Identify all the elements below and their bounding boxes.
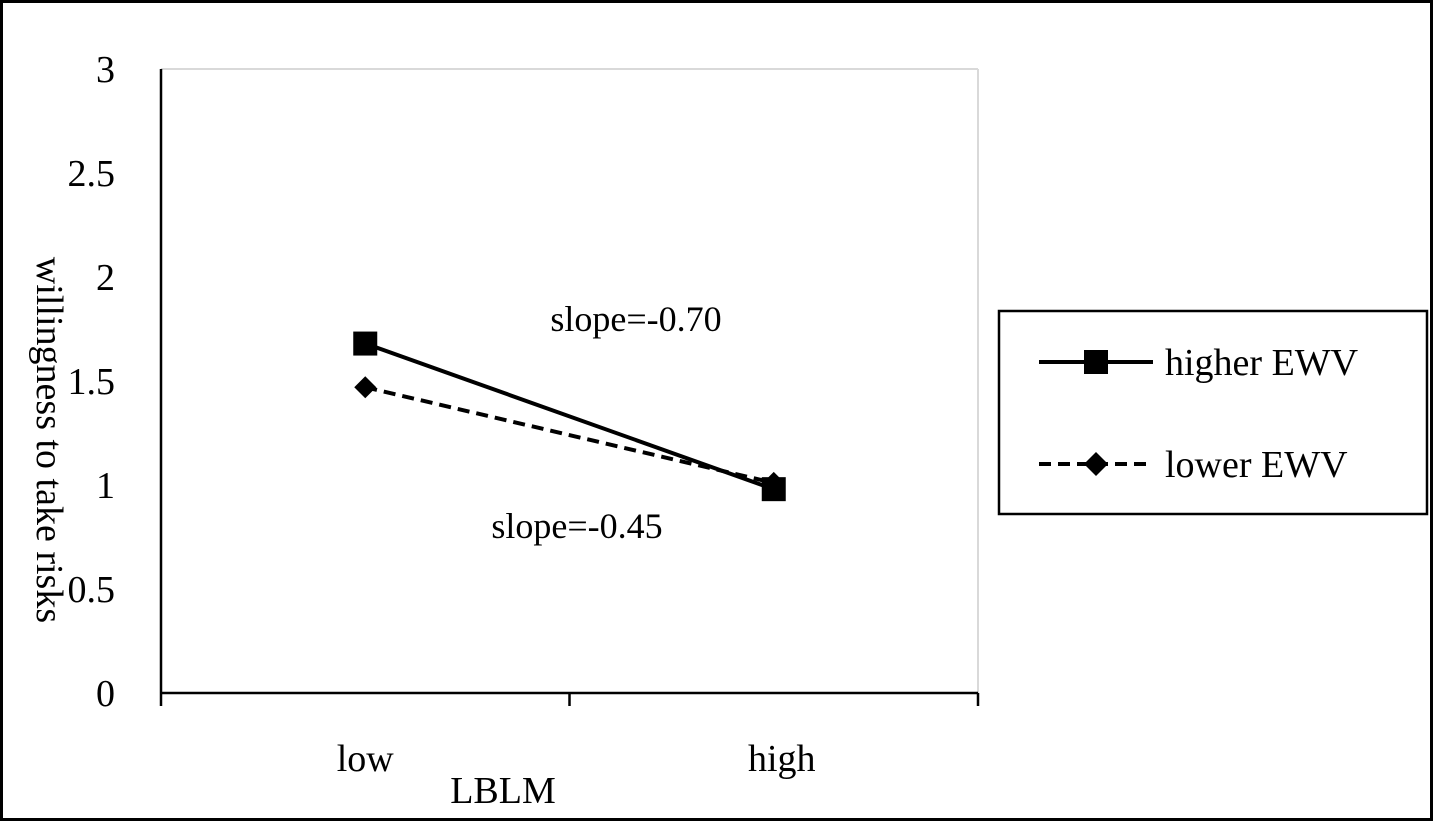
slope-annotation-higher: slope=-0.70	[550, 299, 721, 339]
y-tick-label: 1.5	[68, 361, 116, 403]
series-line-lower	[364, 385, 775, 485]
y-axis-title: willingness to take risks	[28, 257, 70, 623]
x-tick-label: high	[748, 738, 816, 780]
legend-marker-square	[1084, 350, 1108, 374]
legend-label-lower: lower EWV	[1165, 444, 1348, 486]
legend-label-higher: higher EWV	[1165, 342, 1359, 384]
data-point-diamond	[354, 376, 377, 399]
y-tick-label: 2.5	[68, 153, 116, 195]
slope-annotation-lower: slope=-0.45	[491, 506, 662, 546]
data-point-diamond	[762, 471, 785, 494]
legend-box	[997, 309, 1429, 516]
y-tick-label: 0.5	[68, 569, 116, 611]
x-axis-title: LBLM	[450, 770, 556, 812]
legend: higher EWV lower EWV	[997, 309, 1429, 516]
y-tick-label: 1	[96, 465, 115, 507]
y-tick-label: 2	[96, 257, 115, 299]
y-tick-label: 0	[96, 673, 115, 715]
x-tick-label: low	[337, 738, 395, 780]
line-chart: 0 0.5 1 1.5 2 2.5 3 low high LBLM willingness t…	[28, 49, 1429, 812]
legend-marker-diamond	[1084, 452, 1108, 476]
series-line-higher	[364, 341, 775, 492]
data-point-square	[353, 331, 378, 356]
y-tick-label: 3	[96, 49, 115, 91]
